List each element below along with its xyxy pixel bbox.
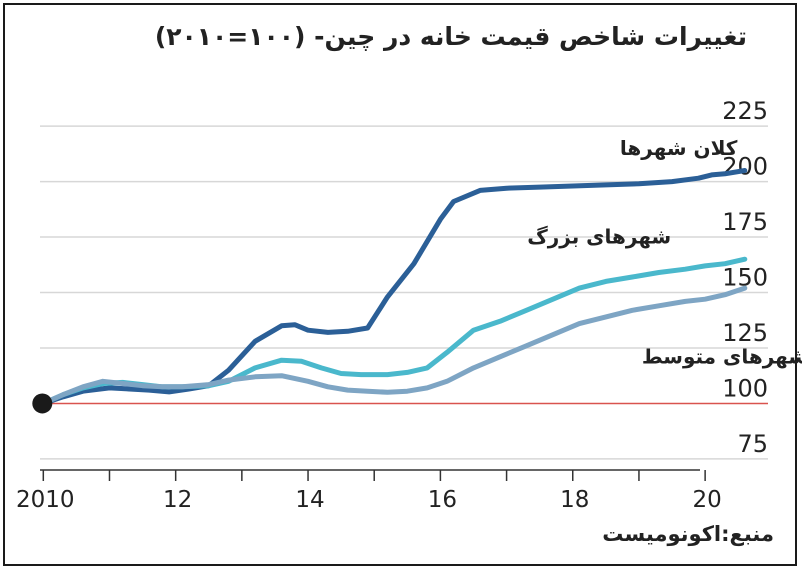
x-tick-label: 12 bbox=[163, 487, 192, 513]
chart-title: تغییرات شاخص قیمت خانه در چین- (۱۰۰=۲۰۱۰… bbox=[154, 22, 747, 51]
x-axis: 2010 12 14 16 18 20 bbox=[16, 469, 722, 513]
series-labels: کلان شهرها شهرهای بزرگ شهرهای متوسط bbox=[527, 136, 802, 369]
series-lines bbox=[32, 168, 748, 414]
series-label: شهرهای بزرگ bbox=[527, 225, 671, 249]
series-line-2 bbox=[40, 256, 748, 406]
series-label: کلان شهرها bbox=[620, 136, 738, 160]
y-tick-label: 100 bbox=[722, 374, 768, 402]
start-point-marker bbox=[32, 393, 53, 414]
x-tick-label: 2010 bbox=[16, 487, 75, 513]
x-tick-label: 20 bbox=[692, 487, 721, 513]
y-tick-label: 200 bbox=[722, 153, 768, 181]
x-tick-label: 16 bbox=[428, 487, 457, 513]
y-tick-label: 75 bbox=[737, 430, 768, 458]
source-note: منبع:اکونومیست bbox=[602, 522, 774, 546]
series-line-3 bbox=[40, 285, 748, 406]
series-line-1 bbox=[40, 168, 748, 406]
series-label: شهرهای متوسط bbox=[642, 345, 802, 369]
y-tick-label: 125 bbox=[722, 319, 768, 347]
y-tick-label: 175 bbox=[722, 208, 768, 236]
image-frame bbox=[3, 3, 797, 566]
y-tick-label: 225 bbox=[722, 97, 768, 125]
x-tick-label: 14 bbox=[295, 487, 324, 513]
x-tick-label: 18 bbox=[560, 487, 589, 513]
